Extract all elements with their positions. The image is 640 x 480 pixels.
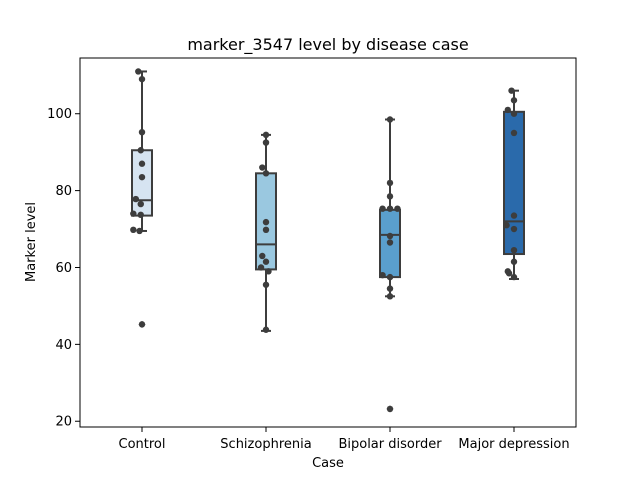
data-point bbox=[132, 195, 139, 203]
data-point bbox=[130, 226, 137, 234]
data-point bbox=[138, 160, 146, 167]
data-point bbox=[262, 226, 270, 234]
data-point bbox=[136, 227, 143, 235]
data-point bbox=[138, 128, 146, 136]
strip-points bbox=[379, 116, 401, 413]
data-point bbox=[262, 326, 270, 333]
x-axis-label: Case bbox=[312, 456, 344, 471]
data-point bbox=[505, 270, 513, 277]
data-point bbox=[257, 264, 265, 271]
data-point bbox=[386, 205, 394, 212]
data-point bbox=[386, 179, 394, 187]
data-point bbox=[259, 164, 266, 171]
data-point bbox=[130, 210, 137, 217]
data-point bbox=[510, 110, 518, 117]
x-tick-label: Schizophrenia bbox=[220, 437, 311, 452]
data-point bbox=[262, 218, 270, 226]
data-point bbox=[510, 129, 518, 137]
chart-title: marker_3547 level by disease case bbox=[187, 35, 468, 55]
x-tick-label: Control bbox=[119, 437, 166, 452]
strip-points bbox=[503, 87, 518, 281]
data-point bbox=[386, 116, 394, 123]
plot-area bbox=[130, 68, 525, 413]
data-point bbox=[138, 173, 146, 181]
x-tick-label: Major depression bbox=[458, 437, 569, 452]
data-point bbox=[386, 285, 394, 292]
y-tick-label: 20 bbox=[55, 415, 72, 430]
x-axis: Control Schizophrenia Bipolar disorder Majo… bbox=[119, 427, 570, 452]
y-axis: 20 40 60 80 100 bbox=[47, 107, 80, 430]
data-point bbox=[262, 170, 270, 177]
data-point bbox=[137, 200, 144, 208]
data-point bbox=[379, 271, 386, 279]
data-point bbox=[510, 97, 518, 104]
y-axis-label: Marker level bbox=[24, 202, 39, 282]
data-point bbox=[503, 222, 510, 229]
data-point bbox=[262, 258, 270, 265]
data-point bbox=[386, 239, 394, 246]
y-tick-label: 40 bbox=[55, 338, 72, 353]
data-point bbox=[265, 268, 272, 275]
data-point bbox=[135, 68, 142, 75]
data-point bbox=[386, 293, 394, 300]
data-point bbox=[510, 273, 518, 281]
data-point bbox=[137, 211, 144, 219]
data-point bbox=[510, 258, 518, 265]
strip-points bbox=[257, 131, 272, 333]
data-point bbox=[386, 405, 394, 413]
data-point bbox=[510, 246, 518, 254]
data-point bbox=[386, 193, 394, 200]
strip-points bbox=[130, 68, 146, 328]
data-point bbox=[138, 321, 146, 328]
axes-frame bbox=[79, 57, 577, 428]
box-group bbox=[503, 89, 525, 281]
data-point bbox=[508, 87, 515, 94]
data-point bbox=[379, 205, 386, 212]
data-point bbox=[259, 252, 266, 260]
y-tick-label: 100 bbox=[47, 107, 72, 122]
data-point bbox=[262, 139, 270, 146]
y-tick-label: 80 bbox=[55, 184, 72, 199]
data-point bbox=[394, 205, 401, 212]
data-point bbox=[262, 281, 270, 288]
data-point bbox=[510, 212, 518, 219]
y-tick-label: 60 bbox=[55, 261, 72, 276]
data-point bbox=[510, 225, 518, 233]
x-tick-label: Bipolar disorder bbox=[338, 437, 442, 452]
data-point bbox=[262, 131, 270, 139]
data-point bbox=[138, 75, 146, 83]
data-point bbox=[504, 106, 511, 114]
data-point bbox=[386, 273, 394, 281]
data-point bbox=[137, 147, 144, 154]
data-point bbox=[386, 232, 394, 240]
